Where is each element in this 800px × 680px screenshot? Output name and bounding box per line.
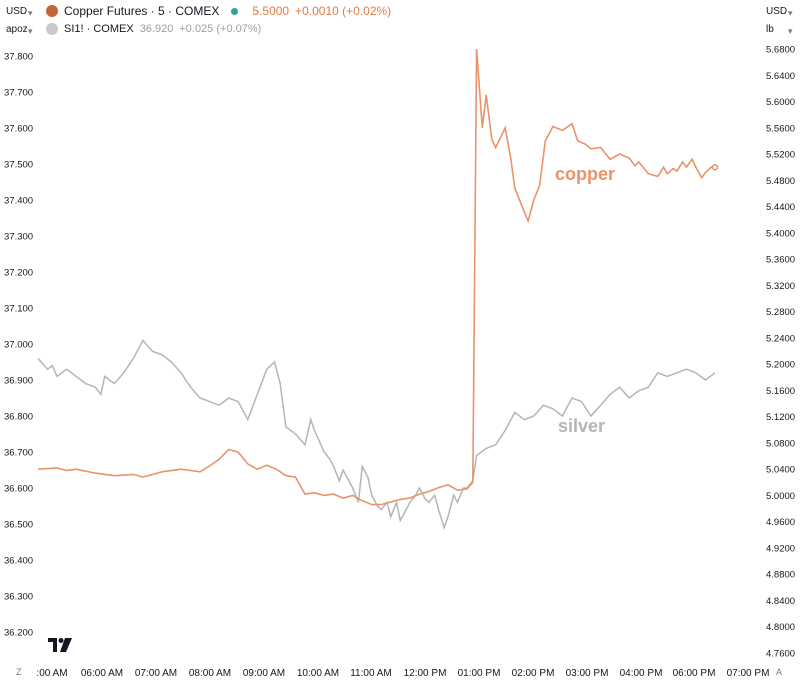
time-axis-tick-label: 07:00 AM [135, 668, 177, 679]
right-axis-tick-label: 5.4800 [766, 176, 795, 187]
right-axis-tick-label: 5.3200 [766, 281, 795, 292]
time-axis-tick-label: 03:00 PM [566, 668, 609, 679]
copper-series-label: copper [555, 164, 615, 184]
left-axis-tick-label: 36.800 [4, 412, 33, 423]
right-axis-tick-label: 5.2000 [766, 360, 795, 371]
left-axis-tick-label: 36.300 [4, 592, 33, 603]
right-axis-tick-label: 5.1200 [766, 412, 795, 423]
right-price-axis: 5.6800 5.6400 5.6000 5.5600 5.5200 5.4800 5.44… [766, 45, 795, 660]
chevron-down-icon[interactable]: ▾ [788, 8, 793, 18]
left-axis-tick-label: 37.300 [4, 232, 33, 243]
time-axis-tick-label: 06:00 PM [673, 668, 716, 679]
time-axis-tick-label: 11:00 AM [350, 668, 392, 679]
right-axis-tick-label: 5.0000 [766, 491, 795, 502]
right-axis-tick-label: 5.1600 [766, 386, 795, 397]
legend-silver-name: SI1! · COMEX [64, 23, 134, 35]
left-axis-tick-label: 37.800 [4, 52, 33, 63]
right-axis-tick-label: 5.5600 [766, 123, 795, 134]
time-axis-tick-label: 08:00 AM [189, 668, 231, 679]
right-axis-tick-label: 4.9600 [766, 517, 795, 528]
right-axis-tick-label: 5.2800 [766, 307, 795, 318]
left-axis-tick-label: 37.000 [4, 340, 33, 351]
left-axis-tick-label: 37.400 [4, 196, 33, 207]
left-axis-tick-label: 37.600 [4, 124, 33, 135]
time-axis-tick-label: :00 AM [36, 668, 67, 679]
right-axis-tick-label: 5.6000 [766, 97, 795, 108]
right-axis-tick-label: 4.8800 [766, 570, 795, 581]
left-axis-tick-label: 36.200 [4, 628, 33, 639]
left-axis-tick-label: 37.100 [4, 304, 33, 315]
time-axis-tick-label: 01:00 PM [458, 668, 501, 679]
right-axis-tick-label: 5.4400 [766, 202, 795, 213]
right-axis-tick-label: 5.6400 [766, 71, 795, 82]
right-axis-tick-label: 4.8400 [766, 596, 795, 607]
left-price-axis: 37.800 37.700 37.600 37.500 37.400 37.300 37.2… [4, 52, 33, 639]
right-axis-tick-label: 5.0800 [766, 438, 795, 449]
right-axis-tick-label: 5.4000 [766, 228, 795, 239]
left-axis-tick-label: 36.400 [4, 556, 33, 567]
legend-copper[interactable]: Copper Futures · 5 · COMEX 5.5000 +0.001… [46, 2, 391, 20]
right-axis-tick-label: 5.5200 [766, 150, 795, 161]
time-axis-tick-label: 12:00 PM [404, 668, 447, 679]
copper-series-line [37, 48, 715, 506]
time-axis-tick-label: 06:00 AM [81, 668, 123, 679]
silver-series-label: silver [558, 416, 605, 436]
left-axis-tick-label: 37.500 [4, 160, 33, 171]
silver-series-line [37, 339, 716, 530]
left-axis-tick-label: 37.700 [4, 88, 33, 99]
left-axis-tick-label: 37.200 [4, 268, 33, 279]
right-axis-tick-label: 5.6800 [766, 45, 795, 56]
legend-copper-change: +0.0010 (+0.02%) [295, 4, 392, 18]
right-currency-unit[interactable]: USD [766, 6, 788, 17]
time-axis-tick-label: 04:00 PM [620, 668, 663, 679]
copper-symbol-icon [46, 5, 58, 17]
right-axis-tick-label: 5.2400 [766, 333, 795, 344]
left-axis-tick-label: 36.600 [4, 484, 33, 495]
chevron-down-icon[interactable]: ▾ [788, 26, 793, 36]
right-axis-tick-label: 5.3600 [766, 255, 795, 266]
left-axis-tick-label: 36.900 [4, 376, 33, 387]
time-axis-tick-label: 10:00 AM [297, 668, 339, 679]
right-axis-tick-label: 4.8000 [766, 622, 795, 633]
legend-silver-change: +0.025 (+0.07%) [179, 23, 262, 35]
legend-copper-name: Copper Futures · 5 · COMEX [64, 4, 220, 18]
right-axis-tick-label: 4.7600 [766, 649, 795, 660]
left-axis-tick-label: 36.700 [4, 448, 33, 459]
legend-copper-price: 5.5000 [252, 4, 290, 18]
chevron-down-icon[interactable]: ▾ [28, 26, 33, 36]
copper-last-point [711, 163, 719, 171]
time-axis-tick-label: 02:00 PM [512, 668, 555, 679]
time-axis-tick-label: 09:00 AM [243, 668, 285, 679]
market-open-icon [231, 7, 239, 15]
left-axis-tick-label: 36.500 [4, 520, 33, 531]
left-currency-unit[interactable]: USD [6, 6, 28, 17]
timezone-marker[interactable]: Z [16, 667, 22, 677]
auto-scale-marker[interactable]: A [776, 667, 783, 677]
chevron-down-icon[interactable]: ▾ [28, 8, 33, 18]
time-axis-tick-label: 07:00 PM [727, 668, 770, 679]
right-axis-tick-label: 5.0400 [766, 465, 795, 476]
silver-symbol-icon [46, 23, 58, 35]
left-measure-unit[interactable]: apoz [6, 24, 28, 35]
legend-silver[interactable]: SI1! · COMEX 36.920 +0.025 (+0.07%) [46, 20, 261, 38]
right-measure-unit[interactable]: lb [766, 24, 774, 35]
legend-silver-price: 36.920 [139, 23, 174, 35]
tradingview-logo [48, 638, 72, 652]
right-axis-tick-label: 4.9200 [766, 543, 795, 554]
time-axis: :00 AM 06:00 AM 07:00 AM 08:00 AM 09:00 AM 10… [36, 668, 769, 679]
